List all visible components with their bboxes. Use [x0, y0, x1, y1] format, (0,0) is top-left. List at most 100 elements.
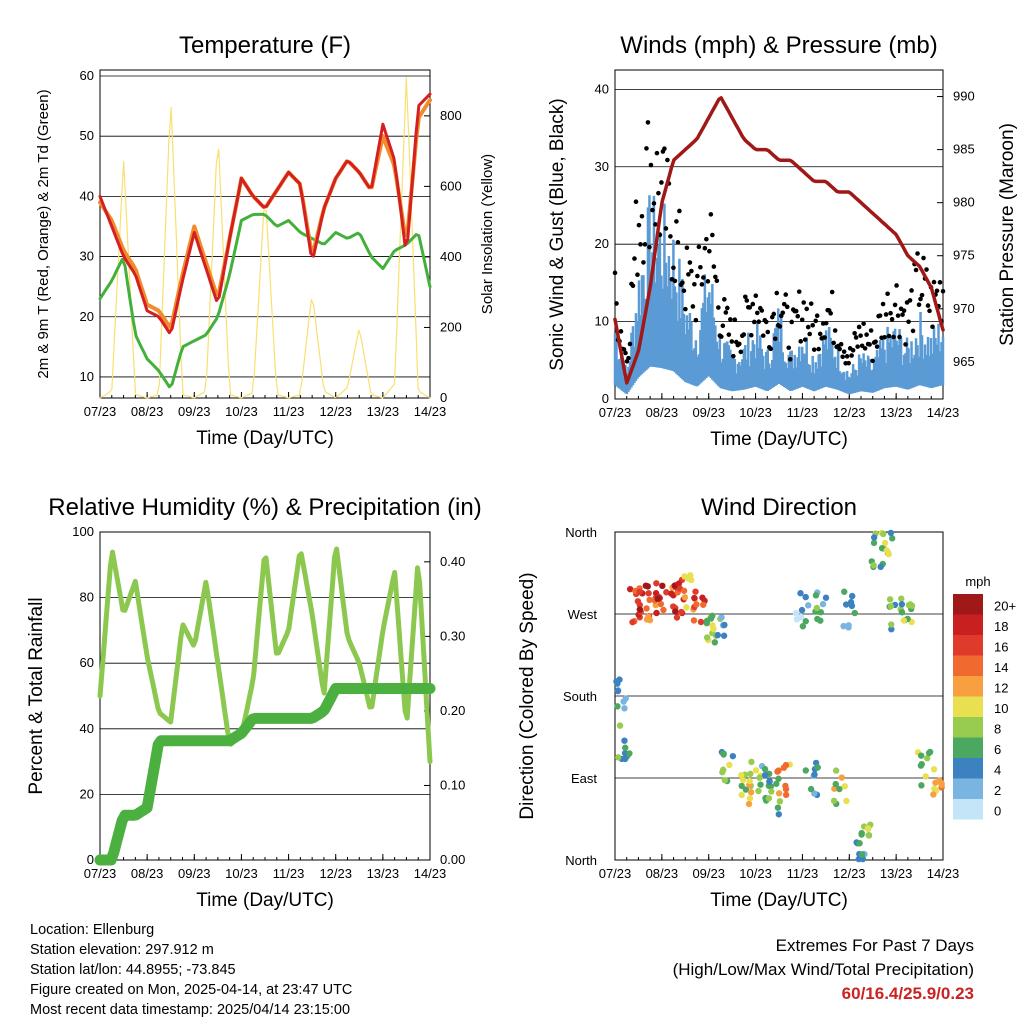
- speed-legend-label: 16: [994, 639, 1008, 654]
- wind-gust-point: [862, 346, 868, 351]
- direction-point: [626, 585, 634, 593]
- wind-gust-point: [823, 320, 829, 326]
- direction-point: [817, 608, 824, 616]
- wind-gust-point: [644, 146, 649, 151]
- direction-point: [721, 776, 729, 784]
- wind-gust-point: [760, 333, 766, 338]
- x-tick-label-3: 09/23: [178, 866, 211, 881]
- rh-y-tick-label: 100: [72, 524, 94, 539]
- direction-point: [675, 580, 683, 587]
- direction-point: [672, 608, 679, 615]
- x-tick-label-4: 12/23: [833, 866, 866, 881]
- direction-point: [756, 774, 763, 781]
- direction-point: [761, 765, 769, 773]
- direction-point: [646, 596, 653, 604]
- direction-point: [680, 587, 688, 594]
- wind-gust-point: [621, 347, 627, 352]
- wind-gust-point: [754, 310, 760, 316]
- wind-gust-point: [907, 298, 913, 303]
- direction-point: [814, 615, 821, 623]
- precip-y-tick-label: 0.00: [440, 852, 465, 867]
- wind-gust-point: [810, 322, 815, 328]
- panel-4: [613, 529, 983, 863]
- speed-legend-title: mph: [965, 574, 990, 589]
- direction-point: [898, 601, 906, 608]
- wind-gust-point: [877, 313, 883, 318]
- direction-point: [693, 601, 700, 608]
- wind-gust-point: [822, 335, 827, 340]
- direction-point: [864, 825, 872, 832]
- wind-gust-point: [895, 313, 901, 318]
- wind-gust-point: [831, 340, 836, 346]
- wind-gust-point: [626, 355, 631, 361]
- wind-gust-point: [716, 305, 721, 310]
- direction-point: [745, 800, 753, 808]
- wind-gust-point: [674, 219, 679, 224]
- direction-y-tick-label: South: [563, 689, 597, 704]
- x-tick-label-3: 14/23: [414, 866, 447, 881]
- x-tick-label-4: 09/23: [692, 866, 725, 881]
- wind-gust-point: [916, 302, 922, 307]
- direction-point: [887, 603, 895, 610]
- wind-gust-point: [680, 280, 685, 286]
- rh-y-tick-label: 40: [80, 721, 94, 736]
- wind-gust-point: [702, 245, 708, 251]
- direction-point: [710, 625, 717, 633]
- wind-gust-point: [663, 226, 669, 231]
- chart-title-1: Temperature (F): [179, 32, 351, 59]
- wind-gust-point: [774, 290, 780, 296]
- direction-point: [657, 600, 665, 608]
- wind-gust-point: [931, 279, 937, 285]
- wind-gust-point: [838, 341, 844, 347]
- direction-point: [886, 596, 894, 603]
- wind-gust-point: [780, 310, 786, 316]
- direction-point: [768, 788, 775, 795]
- direction-point: [776, 798, 784, 805]
- wind-gust-point: [654, 150, 660, 156]
- wind-gust-point: [743, 294, 748, 300]
- wind-gust-point: [720, 323, 726, 329]
- direction-point: [726, 761, 733, 769]
- wind-gust-point: [804, 306, 810, 312]
- x-tick-label-2: 13/23: [880, 405, 913, 420]
- solar-y-tick-label: 400: [440, 249, 462, 264]
- x-axis-label-3: Time (Day/UTC): [196, 890, 334, 911]
- direction-point: [877, 563, 884, 571]
- x-tick-label-3: 08/23: [131, 866, 164, 881]
- x-tick-label-2: 09/23: [692, 405, 725, 420]
- direction-point: [614, 680, 621, 687]
- wind-gust-point: [889, 316, 895, 322]
- direction-point: [870, 562, 877, 569]
- speed-legend-swatch: [953, 758, 983, 779]
- wind-gust-point: [844, 354, 850, 359]
- direction-y-tick-label: West: [568, 607, 598, 622]
- wind-gust-point: [940, 288, 946, 294]
- wind-gust-point: [759, 308, 765, 313]
- wind-gust-point: [753, 293, 759, 299]
- direction-point: [645, 590, 652, 597]
- direction-point: [670, 603, 677, 610]
- wind-gust-point: [925, 303, 931, 308]
- direction-point: [930, 791, 937, 798]
- direction-point: [900, 617, 908, 624]
- direction-point: [766, 777, 773, 785]
- wind-gust-point: [913, 267, 919, 273]
- wind-gust-point: [705, 279, 711, 284]
- wind-gust-point: [930, 324, 935, 330]
- direction-point: [719, 769, 726, 776]
- direction-point: [757, 781, 764, 788]
- direction-point: [746, 795, 754, 802]
- wind-gust-point: [696, 244, 702, 250]
- wind-gust-point: [738, 349, 744, 355]
- direction-point: [765, 795, 773, 802]
- wind-gust-point: [627, 341, 633, 347]
- direction-point: [851, 609, 858, 617]
- direction-point: [917, 752, 925, 759]
- wind-gust-point: [723, 310, 729, 315]
- direction-point: [774, 768, 781, 775]
- wind-y-tick-label: 10: [595, 314, 609, 329]
- wind-gust-point: [927, 308, 932, 314]
- direction-point: [775, 775, 782, 782]
- direction-point: [738, 782, 745, 790]
- wind-gust-point: [683, 306, 688, 312]
